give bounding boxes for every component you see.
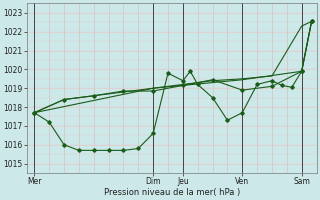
X-axis label: Pression niveau de la mer( hPa ): Pression niveau de la mer( hPa ) [104, 188, 240, 197]
